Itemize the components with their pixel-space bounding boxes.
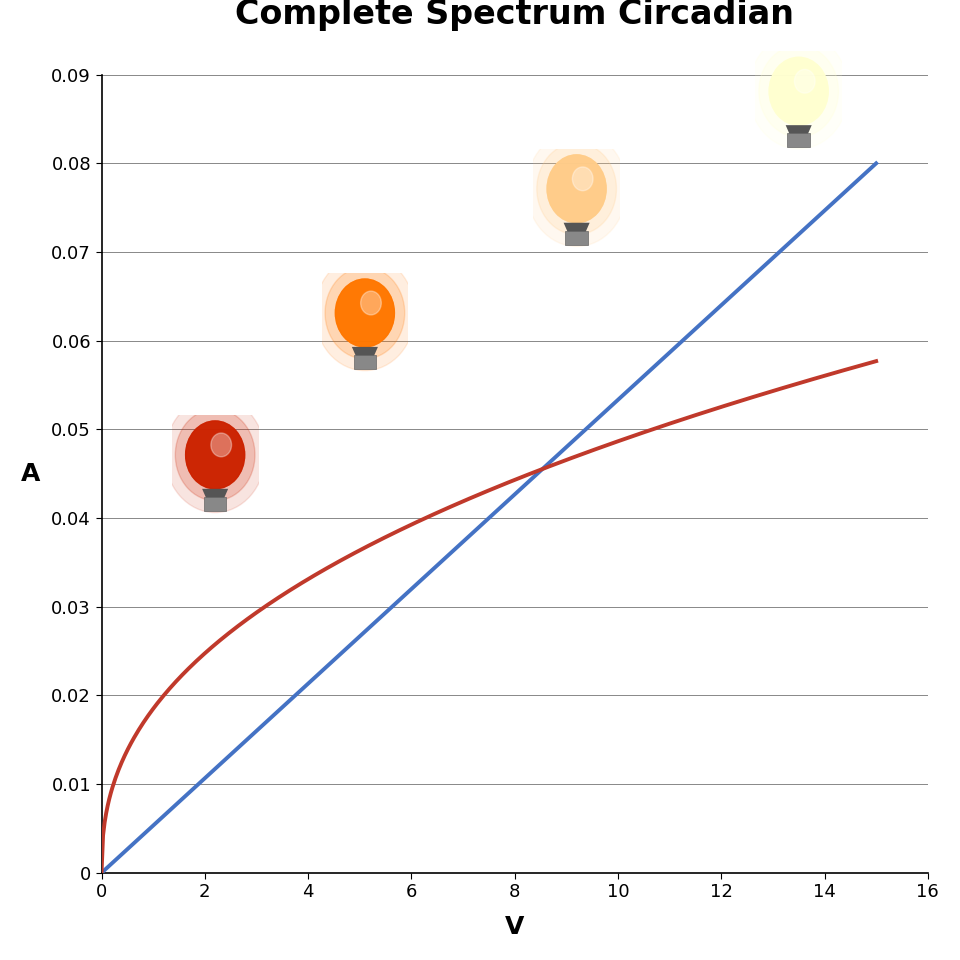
Title: Complete Spectrum Circadian: Complete Spectrum Circadian [235, 0, 794, 31]
X-axis label: V: V [505, 915, 524, 939]
Y-axis label: A: A [21, 462, 40, 486]
